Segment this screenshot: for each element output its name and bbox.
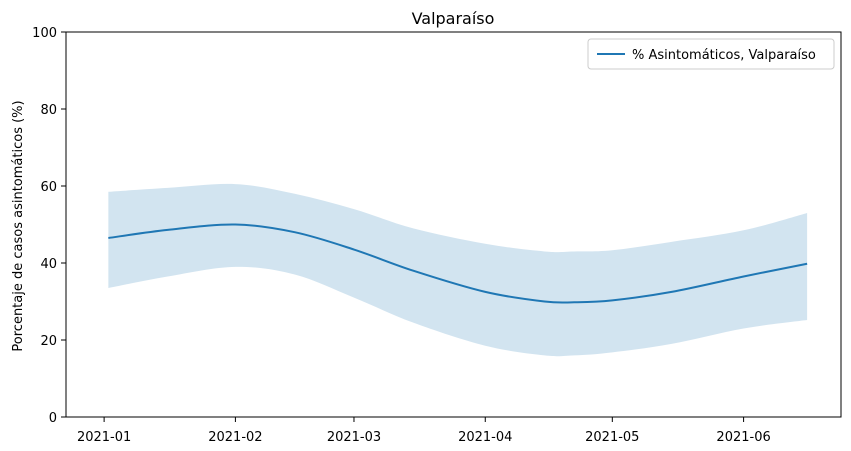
x-tick-label: 2021-02	[208, 430, 262, 445]
y-axis: 0 20 40 60 80 100	[32, 26, 66, 426]
series-line-layer	[108, 223, 808, 304]
confidence-band-layer	[108, 183, 808, 357]
plot-frame	[65, 31, 842, 418]
series-line	[108, 223, 808, 304]
x-tick-label: 2021-06	[716, 430, 770, 445]
x-tick-label: 2021-03	[327, 430, 381, 445]
x-tick-label: 2021-01	[77, 430, 131, 445]
y-tick-label: 80	[40, 103, 57, 118]
chart-title: Valparaíso	[412, 9, 495, 28]
confidence-band	[108, 183, 808, 357]
y-tick-label: 60	[40, 180, 57, 195]
y-tick-label: 40	[40, 257, 57, 272]
x-axis: 2021-01 2021-02 2021-03 2021-04 2021-05 2021-…	[77, 417, 771, 445]
x-tick-label: 2021-04	[458, 430, 512, 445]
y-tick-label: 20	[40, 334, 57, 349]
y-axis-label: Porcentaje de casos asintomáticos (%)	[11, 100, 26, 351]
legend-box	[587, 38, 835, 70]
x-tick-label: 2021-05	[585, 430, 639, 445]
y-tick-label: 100	[32, 26, 57, 41]
legend-label: % Asintomáticos, Valparaíso	[632, 48, 816, 63]
legend: % Asintomáticos, Valparaíso	[587, 38, 835, 70]
y-tick-label: 0	[49, 411, 57, 426]
